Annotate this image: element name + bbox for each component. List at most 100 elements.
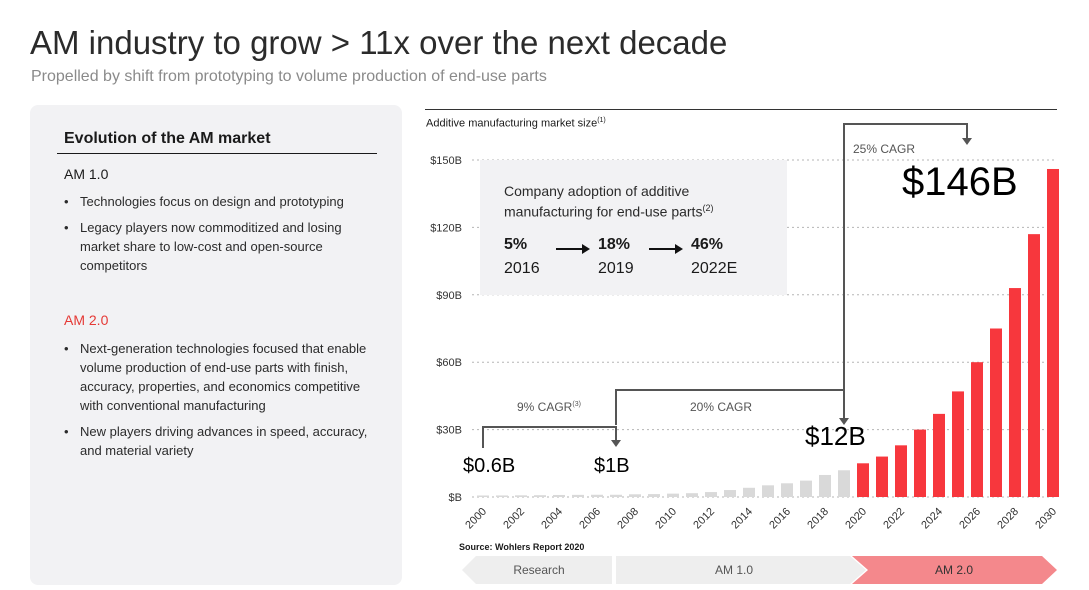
bar — [515, 495, 527, 497]
bar — [534, 495, 546, 497]
cagr-label-research: 9% CAGR(3) — [517, 400, 581, 414]
bar — [781, 483, 793, 497]
phase-label: AM 1.0 — [715, 563, 753, 577]
adoption-item: 5% 2016 — [504, 233, 540, 281]
panel-title: Evolution of the AM market — [64, 130, 271, 147]
bar — [572, 494, 584, 497]
adoption-year: 2019 — [598, 260, 634, 277]
page-subtitle: Propelled by shift from prototyping to v… — [31, 68, 547, 85]
bar — [876, 456, 888, 497]
bar — [952, 391, 964, 497]
phase-research — [462, 556, 612, 584]
bar — [591, 494, 603, 497]
x-tick-label: 2010 — [653, 506, 679, 532]
am2-bullet-list: Next-generation technologies focused tha… — [62, 339, 372, 467]
x-tick-label: 2012 — [691, 506, 717, 532]
x-tick-label: 2006 — [577, 506, 603, 532]
cagr-label-am1: 20% CAGR — [690, 400, 753, 414]
arrow-head-icon — [839, 418, 849, 425]
cagr-bracket — [482, 426, 617, 448]
bar — [629, 494, 641, 497]
bar — [610, 494, 622, 497]
chart-source: Source: Wohlers Report 2020 — [459, 542, 585, 552]
bar — [553, 494, 565, 497]
adoption-year: 2016 — [504, 260, 540, 277]
bar — [857, 463, 869, 497]
adoption-percent: 18% — [598, 236, 631, 253]
value-label-2007: $1B — [594, 455, 630, 477]
evolution-panel: Evolution of the AM market AM 1.0 Techno… — [30, 105, 402, 585]
adoption-item: 46% 2022E — [691, 233, 737, 281]
bar — [933, 413, 945, 497]
bar — [496, 495, 508, 497]
value-label-2000: $0.6B — [463, 455, 516, 477]
am1-bullet: Technologies focus on design and prototy… — [62, 192, 372, 211]
chart-title: Additive manufacturing market size(1) — [426, 117, 606, 130]
value-label-2030: $146B — [902, 160, 1018, 204]
bar — [1047, 168, 1059, 497]
am2-bullet: New players driving advances in speed, a… — [62, 422, 372, 460]
adoption-item: 18% 2019 — [598, 233, 634, 281]
arrow-head-icon — [611, 440, 621, 447]
value-label-2019: $12B — [805, 421, 866, 451]
bar — [705, 492, 717, 497]
adoption-percent: 46% — [691, 236, 724, 253]
x-tick-label: 2004 — [539, 506, 565, 532]
bar — [667, 493, 679, 497]
am1-bullet: Legacy players now commoditized and losi… — [62, 218, 372, 275]
bar — [477, 495, 489, 497]
arrow-head-icon — [962, 138, 972, 145]
bar — [686, 493, 698, 497]
section-heading-am1: AM 1.0 — [64, 166, 109, 182]
bar — [743, 487, 755, 497]
bar — [990, 328, 1002, 497]
y-tick-label: $30B — [436, 425, 462, 437]
x-tick-label: 2002 — [501, 506, 527, 532]
y-tick-label: $B — [449, 492, 462, 504]
x-tick-label: 2026 — [957, 506, 983, 532]
cagr-bracket — [615, 123, 968, 425]
right-arrow-icon — [649, 244, 683, 254]
phase-label: Research — [513, 563, 564, 577]
x-tick-label: 2008 — [615, 506, 641, 532]
y-tick-label: $60B — [436, 357, 462, 369]
adoption-year: 2022E — [691, 260, 738, 277]
bar — [724, 490, 736, 497]
x-tick-label: 2018 — [805, 506, 831, 532]
x-tick-label: 2020 — [843, 506, 869, 532]
phase-am1 — [616, 556, 866, 584]
x-tick-label: 2014 — [729, 506, 755, 532]
adoption-percent: 5% — [504, 236, 528, 253]
am2-bullet: Next-generation technologies focused tha… — [62, 339, 372, 415]
bar — [648, 494, 660, 497]
inset-title: Company adoption of additive manufacturi… — [504, 183, 714, 220]
y-tick-label: $150B — [430, 155, 462, 167]
bar — [819, 474, 831, 497]
x-tick-label: 2030 — [1033, 506, 1059, 532]
y-tick-label: $120B — [430, 222, 462, 234]
bar — [895, 445, 907, 497]
x-tick-label: 2024 — [919, 506, 945, 532]
x-tick-label: 2028 — [995, 506, 1021, 532]
x-tick-label: 2000 — [463, 506, 489, 532]
chart-top-rule — [425, 109, 1057, 110]
phase-am2 — [852, 556, 1057, 584]
x-tick-label: 2016 — [767, 506, 793, 532]
adoption-inset: Company adoption of additive manufacturi… — [480, 160, 787, 295]
y-tick-label: $90B — [436, 290, 462, 302]
section-heading-am2: AM 2.0 — [64, 312, 109, 328]
bar — [800, 480, 812, 497]
bar — [762, 485, 774, 497]
page-title: AM industry to grow > 11x over the next … — [30, 24, 728, 61]
am1-bullet-list: Technologies focus on design and prototy… — [62, 192, 372, 282]
bar — [1028, 234, 1040, 497]
cagr-label-am2: 25% CAGR — [853, 142, 916, 156]
bar — [838, 470, 850, 497]
bar — [914, 429, 926, 497]
bar — [971, 362, 983, 497]
bar — [1009, 288, 1021, 497]
right-arrow-icon — [556, 244, 590, 254]
phase-label: AM 2.0 — [935, 563, 973, 577]
panel-divider — [57, 153, 377, 154]
